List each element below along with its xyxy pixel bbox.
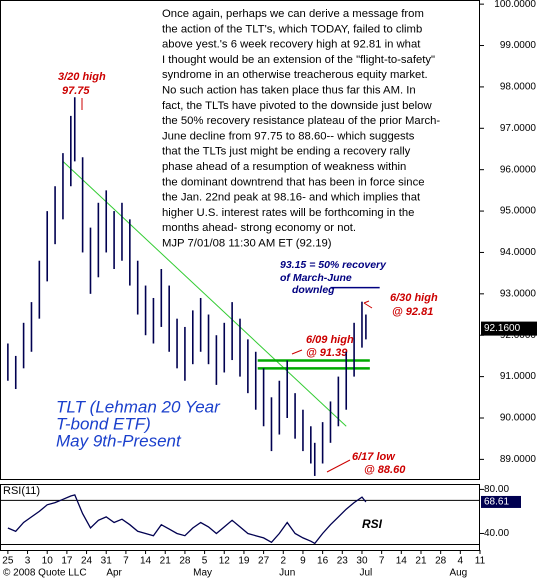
x-tick-label: 12 [219, 556, 231, 567]
commentary-line: fact, the TLTs have pivoted to the downs… [162, 100, 432, 112]
commentary-line: the action of the TLT's, which TODAY, fa… [162, 23, 422, 35]
x-tick-label: 24 [81, 556, 93, 567]
annotation: downleg [292, 284, 335, 296]
chart-title: T-bond ETF) [56, 414, 151, 433]
annotation: 93.15 = 50% recovery [280, 259, 387, 271]
y-tick-label: 95.0000 [500, 206, 537, 217]
x-tick-label: 25 [2, 556, 14, 567]
y-tick-label: 98.0000 [500, 82, 537, 93]
commentary-line: I thought would be an extension of the "… [162, 54, 435, 66]
copyright: © 2008 Quote LLC [3, 568, 87, 578]
x-tick-label: 4 [458, 556, 464, 567]
commentary-line: Once again, perhaps we can derive a mess… [162, 8, 424, 20]
commentary: Once again, perhaps we can derive a mess… [162, 8, 440, 250]
chart-title: May 9th-Present [56, 431, 182, 450]
annotation: @ 91.39 [306, 347, 348, 359]
last-price-box [481, 321, 537, 336]
commentary-line: June decline from 97.75 to 88.60-- which… [162, 130, 415, 142]
commentary-line: above yest.'s 6 week recovery high at 92… [162, 39, 421, 51]
trendline [62, 161, 347, 427]
month-label: Aug [449, 568, 467, 578]
x-tick-label: 3 [25, 556, 31, 567]
last-price-label: 92.1600 [484, 323, 521, 334]
arrow [291, 349, 303, 355]
x-tick-label: 27 [258, 556, 270, 567]
x-tick-label: 11 [475, 556, 486, 567]
annotation: of March-June [280, 272, 352, 284]
x-tick-label: 28 [435, 556, 447, 567]
x-tick-label: 16 [317, 556, 329, 567]
annotation: 6/30 high [390, 292, 438, 304]
commentary-line: No such action has taken place thus far … [162, 84, 416, 96]
y-tick-label: 91.0000 [500, 371, 537, 382]
commentary-line: phase ahead of a resumption of weakness … [162, 161, 406, 173]
month-label: Jun [279, 568, 295, 578]
annotation: RSI [362, 517, 383, 531]
y-tick-label: 99.0000 [500, 40, 537, 51]
commentary-line: months ahead- strong economy or not. [162, 222, 356, 234]
price-frame [0, 0, 480, 480]
x-tick-label: 31 [101, 556, 113, 567]
rsi-last-box [481, 495, 521, 508]
commentary-line: syndrome in an otherwise treacherous equ… [162, 69, 428, 81]
month-label: Apr [106, 568, 122, 578]
x-tick-label: 14 [396, 556, 408, 567]
commentary-line: higher U.S. interest rates will be forth… [162, 207, 414, 219]
y-tick-label: 97.0000 [500, 123, 537, 134]
arrow [326, 459, 351, 473]
rsi-tick-label: 80.00 [484, 484, 509, 495]
x-tick-label: 23 [337, 556, 349, 567]
rsi-tick-label: 40.00 [484, 528, 509, 539]
rsi-line [7, 494, 367, 545]
y-tick-label: 94.0000 [500, 247, 537, 258]
commentary-line: MJP 7/01/08 11:30 AM ET (92.19) [162, 237, 332, 249]
annotation: 6/09 high [306, 334, 354, 346]
x-tick-label: 7 [123, 556, 129, 567]
x-tick-label: 19 [238, 556, 250, 567]
x-tick-label: 2 [280, 556, 286, 567]
rsi-frame [0, 484, 480, 551]
annotation: 3/20 high [58, 71, 106, 83]
month-label: Jul [360, 568, 373, 578]
chart-title: TLT (Lehman 20 Year [56, 397, 221, 416]
rsi-title: RSI(11) [3, 485, 40, 497]
y-tick-label: 100.0000 [494, 0, 536, 10]
x-tick-label: 28 [179, 556, 191, 567]
annotation: 97.75 [62, 85, 90, 97]
commentary-line: the 50% recovery resistance plateau of t… [162, 115, 440, 127]
rsi-last-label: 68.61 [484, 497, 509, 508]
y-tick-label: 89.0000 [500, 454, 537, 465]
x-tick-label: 17 [61, 556, 73, 567]
y-tick-label: 96.0000 [500, 164, 537, 175]
x-tick-label: 30 [356, 556, 368, 567]
annotation: @ 92.81 [392, 306, 433, 318]
commentary-line: the dominant downtrend that has been in … [162, 176, 425, 188]
annotation: 6/17 low [352, 451, 396, 463]
month-label: May [193, 568, 212, 578]
x-tick-label: 14 [140, 556, 152, 567]
x-tick-label: 9 [300, 556, 306, 567]
y-tick-label: 90.0000 [500, 413, 537, 424]
x-tick-label: 21 [160, 556, 172, 567]
commentary-line: the Jan. 22nd peak at 98.16- and which i… [162, 192, 421, 204]
x-tick-label: 10 [42, 556, 54, 567]
x-tick-label: 7 [379, 556, 385, 567]
arrow [363, 300, 373, 309]
x-tick-label: 5 [202, 556, 208, 567]
x-tick-label: 21 [415, 556, 427, 567]
y-tick-label: 93.0000 [500, 288, 537, 299]
commentary-line: that the TLTs just might be ending a rec… [162, 146, 411, 158]
annotation: @ 88.60 [364, 464, 406, 476]
